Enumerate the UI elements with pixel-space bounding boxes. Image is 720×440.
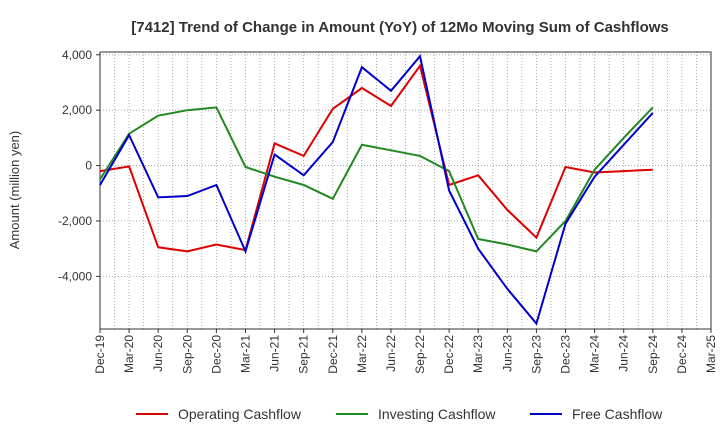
x-tick-label: Sep-21 (297, 335, 311, 374)
x-tick-label: Jun-21 (268, 335, 282, 372)
x-tick-label: Dec-23 (559, 335, 573, 374)
investing-cashflow-line (99, 106, 654, 253)
x-tick-label: Sep-22 (413, 335, 427, 374)
y-tick-label: 2,000 (62, 103, 92, 117)
x-tick-label: Jun-20 (151, 335, 165, 372)
x-tick-label: Jun-23 (500, 335, 514, 372)
x-tick-label: Jun-24 (617, 335, 631, 372)
chart-title: [7412] Trend of Change in Amount (YoY) o… (131, 19, 669, 36)
x-tick-label: Mar-20 (122, 335, 136, 373)
legend-label-free-cashflow: Free Cashflow (572, 406, 663, 422)
x-tick-label: Sep-23 (529, 335, 543, 374)
y-axis-label: Amount (million yen) (7, 131, 22, 250)
y-tick-label: 0 (85, 159, 92, 173)
plot-area (99, 51, 712, 330)
free-cashflow-line (99, 53, 654, 326)
y-tick-label: 4,000 (62, 48, 92, 62)
legend-label-investing-cashflow: Investing Cashflow (378, 406, 496, 422)
x-tick-label: Mar-22 (355, 335, 369, 373)
grid (100, 52, 711, 329)
y-tick-label: -2,000 (58, 214, 92, 228)
x-tick-label: Mar-21 (238, 335, 252, 373)
series-group (99, 53, 654, 326)
y-tick-label: -4,000 (58, 269, 92, 283)
y-axis: 4,000 2,000 0 -2,000 -4,000 (58, 48, 100, 283)
x-tick-label: Mar-23 (471, 335, 485, 373)
legend: Operating Cashflow Investing Cashflow Free… (136, 406, 663, 422)
x-axis: Dec-19 Mar-20 Jun-20 Sep-20 Dec-20 Mar-21 Jun-… (93, 329, 718, 374)
x-tick-label: Sep-20 (180, 335, 194, 374)
x-tick-label: Mar-24 (588, 335, 602, 373)
legend-label-operating-cashflow: Operating Cashflow (178, 406, 302, 422)
x-tick-label: Dec-20 (209, 335, 223, 374)
x-tick-label: Dec-24 (675, 335, 689, 374)
x-tick-label: Dec-22 (442, 335, 456, 374)
x-tick-label: Mar-25 (704, 335, 718, 373)
x-tick-label: Dec-19 (93, 335, 107, 374)
x-tick-label: Dec-21 (326, 335, 340, 374)
x-tick-label: Jun-22 (384, 335, 398, 372)
operating-cashflow-line (99, 63, 653, 253)
x-tick-label: Sep-24 (646, 335, 660, 374)
